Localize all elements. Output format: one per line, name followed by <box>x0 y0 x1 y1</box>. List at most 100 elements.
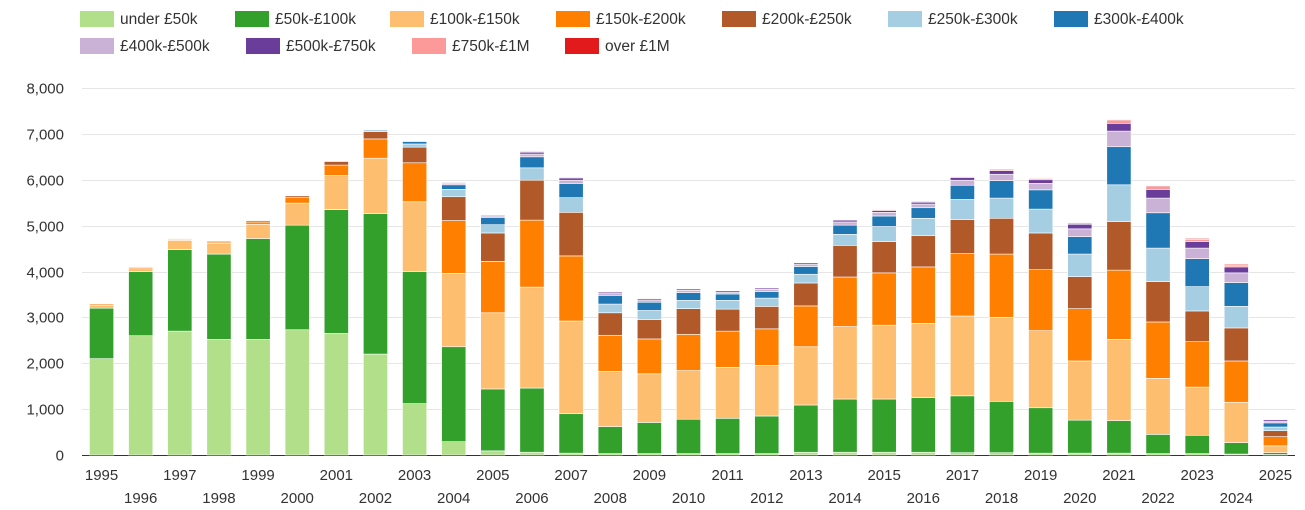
bar-segment-2007-2[interactable] <box>558 320 584 415</box>
bar-segment-2018-3[interactable] <box>989 253 1014 318</box>
bar-segment-2009-7[interactable] <box>636 299 662 303</box>
bar-segment-2003-4[interactable] <box>402 146 428 164</box>
bar-segment-2006-0[interactable] <box>519 451 545 456</box>
legend-item-400k-500k[interactable]: £400k-£500k <box>80 36 210 58</box>
bar-segment-2007-6[interactable] <box>558 183 584 198</box>
bar-segment-2006-1[interactable] <box>519 387 545 453</box>
bar-stack-1997[interactable] <box>167 238 193 456</box>
bar-segment-2013-6[interactable] <box>793 266 819 275</box>
bar-segment-2001-1[interactable] <box>323 209 349 334</box>
bar-segment-2002-4[interactable] <box>363 131 388 140</box>
bar-segment-2014-6[interactable] <box>832 224 858 235</box>
bar-segment-2024-10[interactable] <box>1223 263 1249 266</box>
bar-segment-2018-4[interactable] <box>989 217 1014 255</box>
bar-segment-2013-7[interactable] <box>793 263 819 267</box>
bar-segment-2023-4[interactable] <box>1184 310 1210 342</box>
bar-segment-2021-1[interactable] <box>1106 420 1132 454</box>
bar-segment-2022-8[interactable] <box>1145 189 1171 199</box>
bar-segment-2023-8[interactable] <box>1184 241 1210 249</box>
bar-segment-2004-4[interactable] <box>441 196 467 221</box>
bar-stack-2013[interactable] <box>793 262 819 456</box>
bar-segment-2014-7[interactable] <box>832 221 858 226</box>
bar-segment-2021-7[interactable] <box>1106 130 1132 148</box>
bar-segment-2010-1[interactable] <box>676 418 701 454</box>
bar-segment-2025-2[interactable] <box>1263 445 1288 454</box>
bar-segment-2008-4[interactable] <box>597 312 623 336</box>
bar-segment-2003-1[interactable] <box>402 271 428 404</box>
bar-segment-2021-3[interactable] <box>1106 269 1132 340</box>
legend-item-150k-200k[interactable]: £150k-£200k <box>556 9 686 31</box>
bar-stack-1996[interactable] <box>128 266 154 456</box>
bar-segment-2015-5[interactable] <box>871 226 897 242</box>
bar-segment-2002-6[interactable] <box>363 129 388 131</box>
bar-segment-2009-1[interactable] <box>636 422 662 454</box>
bar-segment-2011-1[interactable] <box>715 417 741 454</box>
bar-segment-2003-2[interactable] <box>402 201 428 272</box>
legend-item-250k-300k[interactable]: £250k-£300k <box>888 9 1018 31</box>
bar-segment-2018-8[interactable] <box>989 170 1014 175</box>
bar-segment-2023-2[interactable] <box>1184 386 1210 436</box>
bar-segment-2005-4[interactable] <box>480 232 506 262</box>
bar-stack-2012[interactable] <box>754 287 780 456</box>
bar-segment-2004-0[interactable] <box>441 441 467 456</box>
bar-segment-2002-0[interactable] <box>363 353 388 456</box>
bar-segment-2025-6[interactable] <box>1263 422 1288 428</box>
bar-segment-2007-3[interactable] <box>558 255 584 322</box>
bar-segment-2016-3[interactable] <box>910 266 936 324</box>
legend-item-200k-250k[interactable]: £200k-£250k <box>722 9 852 31</box>
bar-segment-2015-2[interactable] <box>871 324 897 400</box>
bar-segment-2023-1[interactable] <box>1184 434 1210 454</box>
bar-segment-2015-6[interactable] <box>871 215 897 227</box>
bar-stack-2007[interactable] <box>558 176 584 456</box>
bar-segment-2022-3[interactable] <box>1145 321 1171 379</box>
bar-segment-1995-0[interactable] <box>89 358 114 456</box>
bar-segment-2014-0[interactable] <box>832 451 858 456</box>
bar-segment-2003-6[interactable] <box>402 141 428 145</box>
bar-segment-2012-2[interactable] <box>754 365 780 417</box>
bar-stack-2002[interactable] <box>363 129 388 456</box>
bar-segment-2010-7[interactable] <box>676 290 701 293</box>
legend-item-over-1m[interactable]: over £1M <box>565 36 670 58</box>
bar-segment-2004-6[interactable] <box>441 184 467 190</box>
bar-segment-2018-1[interactable] <box>989 401 1014 454</box>
bar-segment-2000-1[interactable] <box>284 224 310 331</box>
bar-segment-2015-1[interactable] <box>871 398 897 453</box>
bar-segment-2018-5[interactable] <box>989 197 1014 219</box>
bar-segment-2022-1[interactable] <box>1145 434 1171 454</box>
bar-segment-1999-0[interactable] <box>245 339 271 456</box>
bar-segment-2021-4[interactable] <box>1106 221 1132 271</box>
bar-segment-2006-3[interactable] <box>519 219 545 288</box>
bar-segment-2002-2[interactable] <box>363 157 388 215</box>
bar-segment-2021-2[interactable] <box>1106 339 1132 421</box>
bar-segment-2022-10[interactable] <box>1145 185 1171 187</box>
bar-segment-2019-6[interactable] <box>1028 189 1054 210</box>
bar-stack-2001[interactable] <box>323 160 349 456</box>
bar-segment-2017-8[interactable] <box>949 177 975 181</box>
bar-segment-2022-6[interactable] <box>1145 212 1171 249</box>
bar-segment-2004-5[interactable] <box>441 189 467 198</box>
bar-stack-2003[interactable] <box>402 140 428 456</box>
bar-segment-2009-2[interactable] <box>636 373 662 423</box>
bar-segment-2011-2[interactable] <box>715 367 741 419</box>
bar-segment-2023-9[interactable] <box>1184 239 1210 242</box>
bar-segment-2007-5[interactable] <box>558 197 584 213</box>
bar-segment-2002-1[interactable] <box>363 213 388 355</box>
bar-segment-2020-4[interactable] <box>1067 276 1093 309</box>
bar-segment-2018-0[interactable] <box>989 452 1014 456</box>
bar-segment-2019-2[interactable] <box>1028 330 1054 409</box>
bar-segment-2019-8[interactable] <box>1028 179 1054 184</box>
bar-segment-2000-2[interactable] <box>284 202 310 226</box>
bar-segment-2001-0[interactable] <box>323 333 349 456</box>
bar-segment-2013-1[interactable] <box>793 404 819 453</box>
legend-item-50k-100k[interactable]: £50k-£100k <box>235 9 356 31</box>
bar-stack-2017[interactable] <box>949 175 975 456</box>
bar-segment-2014-5[interactable] <box>832 234 858 246</box>
bar-segment-2020-3[interactable] <box>1067 308 1093 362</box>
bar-segment-2004-1[interactable] <box>441 346 467 442</box>
bar-stack-2022[interactable] <box>1145 185 1171 456</box>
bar-segment-2009-6[interactable] <box>636 301 662 311</box>
bar-segment-2010-6[interactable] <box>676 292 701 301</box>
bar-segment-2015-4[interactable] <box>871 241 897 274</box>
bar-segment-2013-0[interactable] <box>793 451 819 456</box>
bar-segment-2020-8[interactable] <box>1067 223 1093 230</box>
